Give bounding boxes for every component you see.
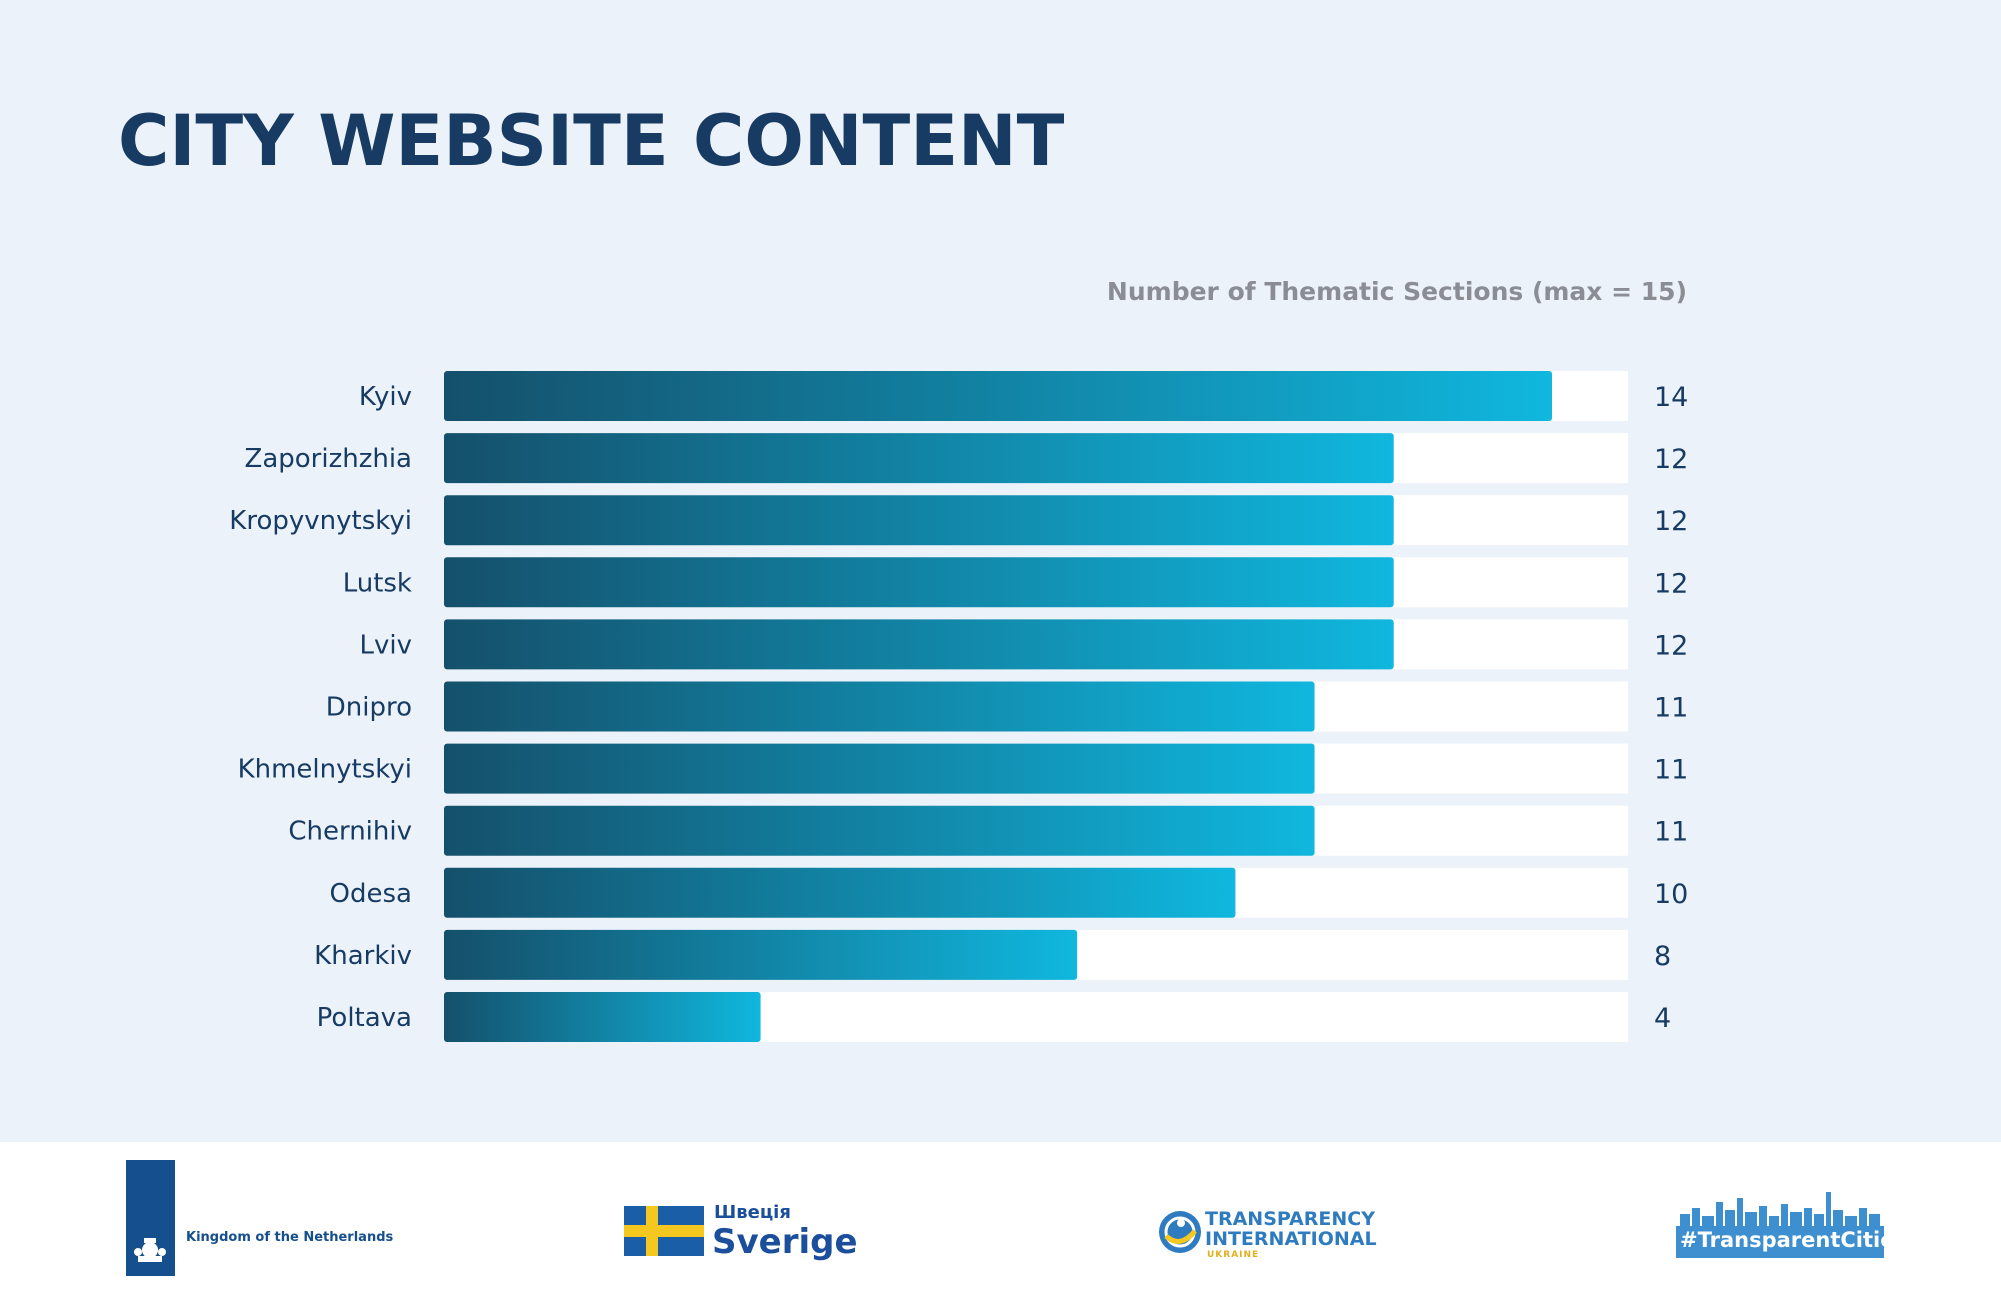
bar-odesa xyxy=(444,867,1236,918)
bar-dnipro xyxy=(444,681,1315,732)
bar-khmelnytskyi xyxy=(444,743,1315,794)
value-label: 12 xyxy=(1654,568,1688,599)
chart-title: CITY WEBSITE CONTENT xyxy=(118,100,1065,182)
category-label: Lutsk xyxy=(343,568,412,598)
category-label: Zaporizhzhia xyxy=(245,444,412,474)
transparent-cities-label: #TransparentCities xyxy=(1680,1228,1907,1252)
netherlands-emblem-icon xyxy=(126,1160,175,1276)
value-label: 11 xyxy=(1654,817,1688,848)
category-label: Lviv xyxy=(360,630,412,660)
globe-icon xyxy=(1159,1211,1201,1253)
value-label: 14 xyxy=(1654,382,1688,413)
sponsor-footer: Kingdom of the Netherlands Швеція Sverig… xyxy=(0,1142,2001,1301)
category-label: Kharkiv xyxy=(314,941,412,971)
bar-lutsk xyxy=(444,557,1394,608)
category-label: Kropyvnytskyi xyxy=(229,506,412,536)
value-label: 10 xyxy=(1654,879,1688,910)
axis-caption: Number of Thematic Sections (max = 15) xyxy=(1106,277,1687,306)
ti-label-line3: UKRAINE xyxy=(1207,1250,1260,1260)
bar-kyiv xyxy=(444,371,1552,421)
sweden-label-small: Швеція xyxy=(714,1202,791,1223)
value-label: 4 xyxy=(1654,1003,1671,1034)
bar-chernihiv xyxy=(444,805,1315,856)
ti-label-line2: INTERNATIONAL xyxy=(1205,1228,1377,1250)
category-label: Odesa xyxy=(330,879,412,909)
category-label: Kyiv xyxy=(359,382,412,412)
bar-zaporizhzhia xyxy=(444,433,1394,484)
value-label: 11 xyxy=(1654,693,1688,724)
category-label: Khmelnytskyi xyxy=(238,755,412,785)
sweden-flag-icon xyxy=(624,1206,704,1256)
category-label: Chernihiv xyxy=(288,817,412,847)
bar-lviv xyxy=(444,619,1394,670)
ti-label-line1: TRANSPARENCY xyxy=(1205,1208,1375,1230)
bar-kharkiv xyxy=(444,929,1078,980)
sweden-label-big: Sverige xyxy=(712,1222,858,1262)
value-label: 11 xyxy=(1654,755,1688,786)
value-label: 12 xyxy=(1654,630,1688,661)
bar-poltava xyxy=(444,992,761,1042)
netherlands-label: Kingdom of the Netherlands xyxy=(186,1230,394,1245)
category-label: Poltava xyxy=(317,1003,412,1033)
value-label: 8 xyxy=(1654,941,1671,972)
bar-chart: Kyiv 14 Zaporizhzhia 12 Kropyvnytskyi 12 Lutsk… xyxy=(229,371,1688,1042)
city-skyline-icon xyxy=(1676,1192,1884,1258)
value-label: 12 xyxy=(1654,444,1688,475)
category-label: Dnipro xyxy=(326,693,412,723)
bar-kropyvnytskyi xyxy=(444,495,1394,546)
value-label: 12 xyxy=(1654,506,1688,537)
